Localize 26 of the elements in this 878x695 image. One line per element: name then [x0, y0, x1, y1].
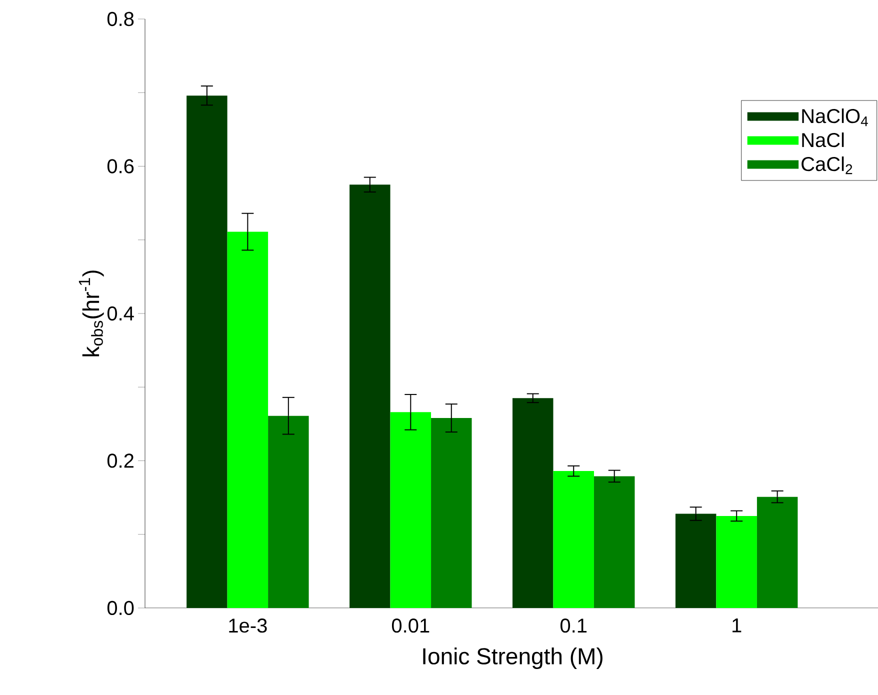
bar: [186, 96, 228, 608]
x-tick-label: 0.1: [560, 618, 587, 633]
y-axis-title: k$_{obs}$(hr$^{-1}$): [78, 270, 104, 356]
bar: [756, 496, 798, 608]
bar: [594, 476, 635, 608]
y-tick-label: 0.6: [107, 159, 134, 174]
bar: [390, 412, 432, 608]
y-tick-label: 0.4: [107, 306, 134, 321]
x-tick-label: 1: [732, 618, 742, 632]
y-tick-label: 0.8: [107, 12, 134, 26]
bar: [268, 416, 309, 608]
x-axis-title: Ionic Strength (M): [423, 648, 602, 669]
bar: [431, 418, 472, 608]
legend-label: CaCl$_{2}$: [802, 156, 852, 174]
bar: [675, 514, 716, 608]
x-tick-label: 1e-3: [229, 618, 267, 633]
bar: [553, 471, 594, 608]
y-tick-label: 0.0: [107, 600, 134, 616]
legend-label: NaClO$_{4}$: [802, 108, 868, 126]
bar: [512, 398, 554, 608]
bar: [350, 184, 390, 608]
y-tick-label: 0.2: [107, 454, 134, 468]
bar: [716, 516, 757, 608]
bar: [227, 232, 268, 608]
x-tick-label: 0.01: [392, 618, 430, 633]
legend-label: NaCl: [802, 132, 844, 148]
